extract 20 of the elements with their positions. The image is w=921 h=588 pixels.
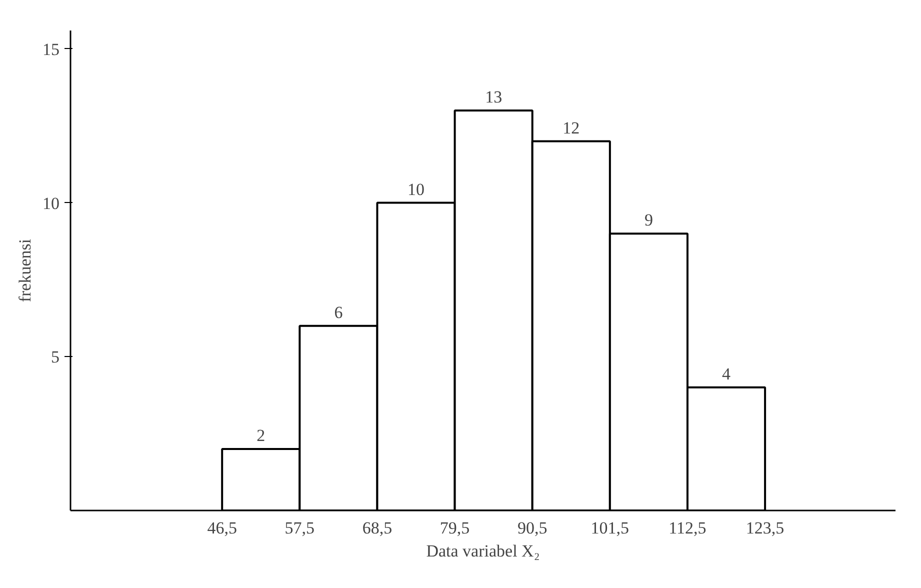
data-label: 6 [334,302,343,322]
data-label: 10 [408,180,425,199]
x-tick-label: 68,5 [362,518,392,538]
y-tick-label: 15 [42,40,60,59]
x-tick-label: 90,5 [517,518,548,538]
data-label: 12 [562,118,580,138]
data-label: 4 [722,364,732,384]
y-tick-label: 10 [42,194,60,213]
data-label: 9 [644,210,653,230]
data-label: 2 [256,426,266,445]
y-axis-title: frekuensi [16,238,34,302]
x-tick-label: 123,5 [746,518,784,538]
x-tick-label: 57,5 [284,518,315,538]
x-tick-label: 46,5 [207,518,237,538]
x-tick-label: 101,5 [590,518,630,538]
y-tick-label: 5 [51,348,60,367]
x-axis-title: Data variabel X₂ [426,542,540,560]
data-label: 13 [485,88,502,106]
x-tick-label: 112,5 [668,518,706,538]
x-tick-label: 79,5 [440,518,470,538]
